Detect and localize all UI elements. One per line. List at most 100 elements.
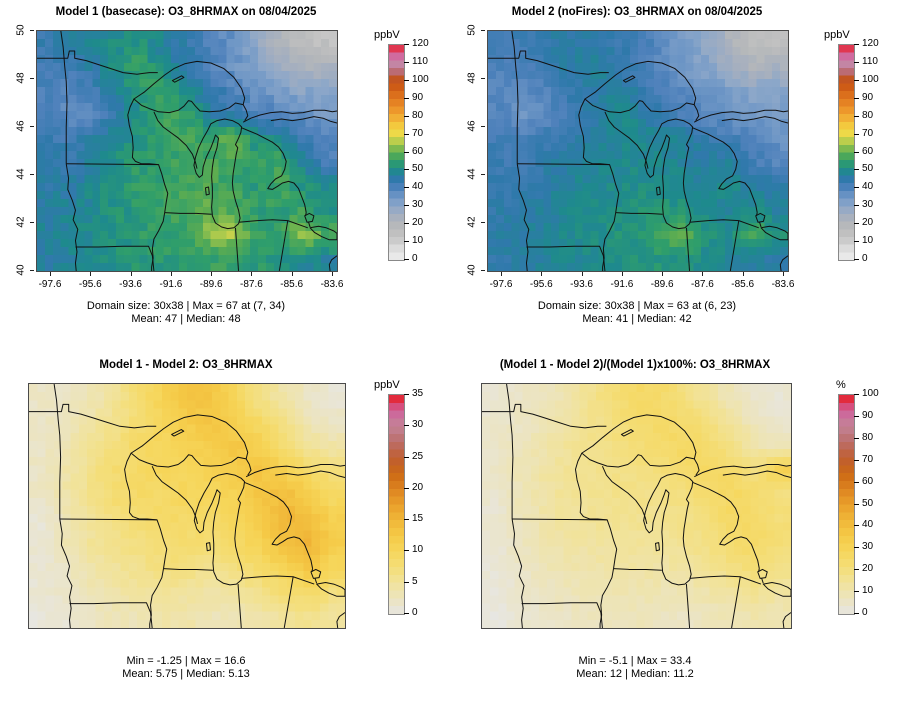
colorbar-tick — [404, 487, 409, 489]
colorbar-tick — [854, 61, 859, 63]
minnesota-iowa-border — [517, 164, 609, 165]
wisconsin-illinois-border — [165, 213, 212, 215]
x-axis-tick — [541, 272, 543, 276]
minnesota-west-border — [507, 384, 513, 519]
illinois-indiana-border — [235, 228, 238, 271]
mississippi-river-border — [579, 99, 619, 271]
colorbar-tick — [854, 79, 859, 81]
colorbar-tick-label: 30 — [412, 199, 424, 211]
wisconsin-michigan-border — [152, 466, 197, 524]
detroit-river — [309, 222, 311, 227]
colorbar-tick — [404, 613, 409, 614]
colorbar-tick-label: 50 — [862, 497, 874, 509]
colorbar — [388, 394, 405, 615]
x-axis-tick-label: -91.6 — [159, 279, 183, 290]
michigan-south-border — [241, 576, 314, 584]
map-difference — [28, 383, 346, 629]
lake-st-clair-outline — [758, 569, 768, 578]
colorbar-unit-label: ppbV — [374, 379, 400, 391]
colorbar-tick-label: 120 — [862, 38, 879, 49]
st-marys-river — [243, 105, 248, 121]
x-axis-tick-label: -93.6 — [119, 279, 142, 290]
minnesota-iowa-border — [512, 519, 607, 520]
state-and-lake-boundaries — [37, 31, 337, 271]
y-axis-tick-label: 42 — [466, 216, 478, 228]
lake-winnebago-outline — [656, 187, 660, 195]
colorbar-tick — [854, 205, 859, 207]
colorbar-tick — [854, 169, 859, 171]
isle-royale-outline — [172, 76, 184, 82]
colorbar-tick — [854, 187, 859, 189]
x-axis-tick-label: -95.6 — [78, 279, 102, 290]
ohio-river-corner — [783, 613, 791, 628]
colorbar-tick-label: 80 — [412, 109, 424, 121]
x-axis-tick — [501, 272, 502, 276]
michigan-south-border — [690, 220, 759, 228]
colorbar-tick-label: 25 — [412, 450, 424, 462]
colorbar-tick — [404, 519, 409, 521]
state-and-lake-boundaries — [29, 384, 345, 628]
panel-title-model2: Model 2 (noFires): O3_8HRMAX on 08/04/20… — [511, 6, 763, 18]
colorbar-tick-label: 60 — [412, 145, 424, 157]
colorbar-tick — [854, 151, 859, 153]
y-axis-tick-label: 44 — [15, 168, 27, 180]
colorbar-tick — [854, 459, 859, 461]
y-axis-tick-label: 40 — [466, 264, 478, 276]
colorbar-tick — [854, 133, 859, 135]
colorbar-tick-label: 100 — [862, 73, 879, 85]
map-raster-percent-difference — [482, 384, 791, 628]
colorbar-tick-label: 70 — [862, 127, 874, 139]
colorbar-tick — [404, 133, 409, 135]
colorbar-tick — [854, 415, 859, 417]
colorbar-tick — [854, 613, 859, 614]
colorbar-tick — [404, 550, 409, 552]
colorbar-tick-label: 60 — [862, 145, 874, 157]
lake-huron-west-shore — [693, 128, 758, 213]
y-axis-tick-label: 50 — [466, 24, 478, 36]
indiana-ohio-border — [284, 577, 293, 628]
lake-huron-north-shore — [694, 465, 791, 477]
colorbar-tick-label: 20 — [412, 217, 424, 229]
colorbar-tick-label: 90 — [412, 91, 424, 103]
x-axis-tick-label: -89.6 — [199, 279, 223, 290]
colorbar-tick — [404, 425, 409, 427]
colorbar-tick — [854, 481, 859, 483]
mississippi-river-border — [575, 453, 616, 628]
ohio-river-corner — [780, 256, 788, 271]
y-axis-tick — [481, 30, 485, 31]
isle-royale-outline — [623, 76, 635, 82]
y-axis-tick-label: 48 — [15, 72, 27, 84]
colorbar-tick — [854, 223, 859, 225]
st-marys-river — [694, 459, 699, 475]
canada-minnesota-border — [482, 404, 606, 428]
st-clair-river — [756, 213, 757, 216]
colorbar-tick — [404, 169, 409, 171]
colorbar-tick-label: 0 — [862, 607, 868, 618]
isle-royale-outline — [172, 430, 184, 437]
panel-title-difference: Model 1 - Model 2: O3_8HRMAX — [99, 359, 273, 371]
ohio-river-corner — [337, 613, 345, 628]
x-axis-tick — [332, 272, 333, 276]
x-axis-tick — [581, 272, 583, 276]
x-axis-tick — [170, 272, 172, 276]
colorbar-tick-label: 40 — [412, 181, 424, 193]
colorbar-unit-label: % — [836, 379, 846, 391]
st-clair-river — [759, 569, 760, 572]
mississippi-river-border — [128, 99, 168, 271]
iowa-missouri-border — [70, 603, 153, 628]
x-axis-tick-label: -91.6 — [610, 279, 634, 290]
colorbar-tick-label: 20 — [412, 481, 424, 493]
y-axis-tick-label: 44 — [466, 168, 478, 180]
x-axis-tick — [621, 272, 623, 276]
colorbar-tick — [404, 115, 409, 117]
missouri-river-border — [512, 519, 524, 628]
colorbar-tick-label: 30 — [862, 199, 874, 211]
lake-winnebago-outline — [206, 543, 210, 551]
minnesota-west-border — [512, 31, 518, 164]
manitoulin-north-channel — [723, 471, 791, 478]
lake-michigan-outline — [644, 473, 693, 584]
ohio-river-corner — [329, 256, 337, 271]
colorbar-tick — [404, 223, 409, 225]
x-axis-tick-label: -85.6 — [731, 279, 755, 290]
colorbar-tick-label: 40 — [862, 519, 874, 531]
